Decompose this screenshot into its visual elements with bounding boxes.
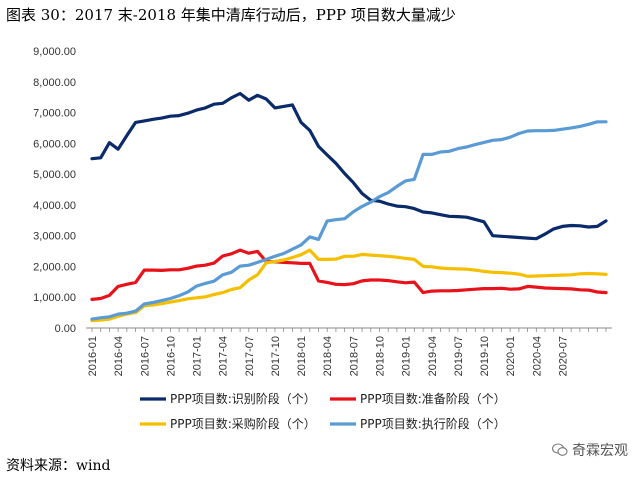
x-tick-label: 2017-10 <box>270 336 282 376</box>
y-tick-label: 5,000.00 <box>33 169 76 181</box>
legend-label: PPP项目数:执行阶段（个） <box>360 416 506 431</box>
y-tick-label: 3,000.00 <box>33 231 76 243</box>
legend-label: PPP项目数:识别阶段（个） <box>170 391 316 406</box>
watermark: 奇霖宏观 <box>552 440 628 460</box>
series-line <box>90 248 608 301</box>
y-tick-label: 6,000.00 <box>33 138 76 150</box>
x-tick-label: 2019-04 <box>427 336 439 376</box>
y-tick-label: 2,000.00 <box>33 261 76 273</box>
x-axis: 2016-01 2016-04 2016-07 2016-10 2017-01 2017-… <box>86 327 612 376</box>
x-tick-label: 2020-04 <box>531 336 543 376</box>
x-tick-label: 2017-01 <box>192 336 204 376</box>
x-tick-label: 2016-07 <box>139 336 151 376</box>
series-lines <box>90 91 608 323</box>
wechat-icon <box>552 443 568 456</box>
series-line <box>90 120 608 321</box>
source-note: 资料来源：wind <box>6 458 111 474</box>
legend-label: PPP项目数:准备阶段（个） <box>360 391 506 406</box>
legend: PPP项目数:识别阶段（个） PPP项目数:准备阶段（个） PPP项目数:采购阶段（… <box>140 391 506 431</box>
x-tick-label: 2019-07 <box>453 336 465 376</box>
x-tick-label: 2020-01 <box>505 336 517 376</box>
x-tick-label: 2018-07 <box>348 336 360 376</box>
x-tick-label: 2018-10 <box>374 336 386 376</box>
legend-label: PPP项目数:采购阶段（个） <box>170 416 316 431</box>
series-line <box>90 248 608 323</box>
y-tick-label: 8,000.00 <box>33 77 76 89</box>
x-tick-label: 2016-10 <box>165 336 177 376</box>
x-tick-label: 2017-04 <box>218 336 230 376</box>
y-tick-label: 7,000.00 <box>33 108 76 120</box>
x-tick-label: 2018-01 <box>296 336 308 376</box>
y-tick-label: 9,000.00 <box>33 46 76 58</box>
x-tick-label: 2016-04 <box>113 336 125 376</box>
x-tick-label: 2016-01 <box>87 336 99 376</box>
series-line <box>90 91 608 241</box>
watermark-text: 奇霖宏观 <box>572 443 628 459</box>
chart-title: 图表 30：2017 末-2018 年集中清库行动后，PPP 项目数大量减少 <box>6 6 456 24</box>
y-axis: 0.00 1,000.00 2,000.00 3,000.00 4,000.00 5,00… <box>33 46 76 335</box>
x-tick-label: 2018-04 <box>322 336 334 376</box>
y-tick-label: 0.00 <box>55 323 76 335</box>
x-tick-label: 2019-01 <box>401 336 413 376</box>
x-tick-label: 2019-10 <box>479 336 491 376</box>
y-tick-label: 4,000.00 <box>33 200 76 212</box>
y-tick-label: 1,000.00 <box>33 292 76 304</box>
x-tick-label: 2017-07 <box>244 336 256 376</box>
x-tick-label: 2020-07 <box>557 336 569 376</box>
